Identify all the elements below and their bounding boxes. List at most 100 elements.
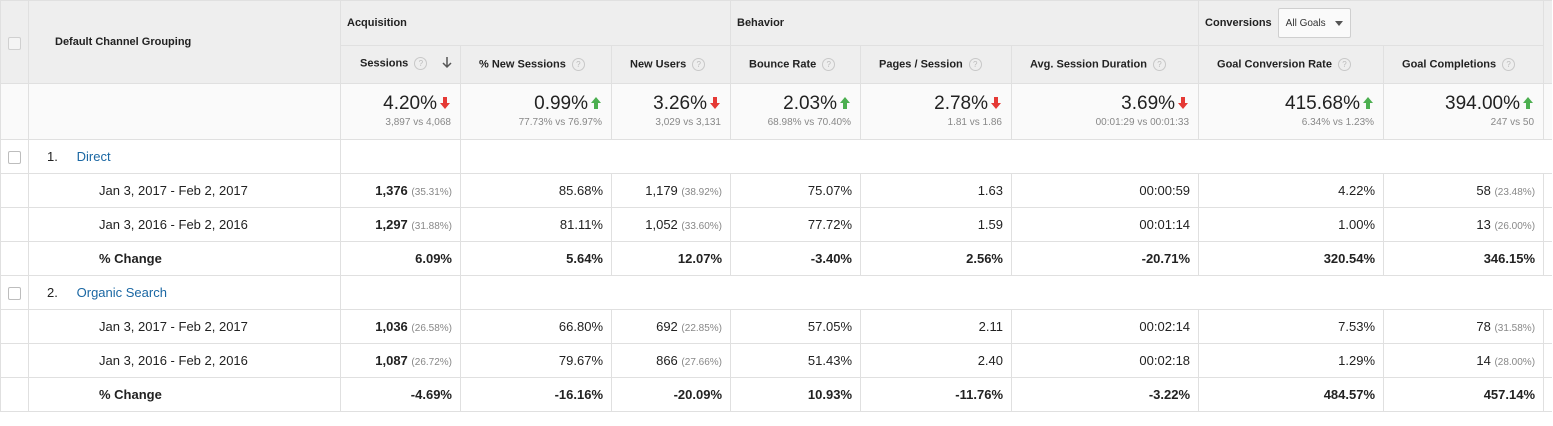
help-icon[interactable]: ? [571, 58, 585, 71]
metric-value: 1,179 [645, 183, 678, 198]
help-icon[interactable]: ? [1502, 58, 1516, 71]
help-icon[interactable]: ? [1152, 58, 1166, 71]
channel-link-organic-search[interactable]: Organic Search [76, 285, 167, 300]
help-icon[interactable]: ? [692, 58, 706, 71]
arrow-up-icon [1522, 94, 1534, 109]
col-header-bounce-rate[interactable]: Bounce Rate? [730, 45, 861, 84]
metric-share: (26.00%) [1494, 221, 1536, 232]
col-header-goal-completions[interactable]: Goal Completions? [1383, 45, 1545, 84]
change-value: 5.64% [460, 241, 612, 276]
row-gutter [1543, 173, 1552, 208]
select-all-checkbox[interactable] [8, 36, 21, 50]
metric-value: 4.22% [1338, 183, 1376, 198]
channel-link-direct[interactable]: Direct [76, 149, 111, 164]
group-header-row: 2. Organic Search [0, 275, 1552, 310]
col-header-sessions[interactable]: Sessions? [340, 45, 461, 84]
totals-cell: 3.26% 3,029 vs 3,131 [611, 83, 731, 140]
metric-cell-new-users: 1,179 (38.92%) [611, 173, 731, 208]
row-checkbox[interactable] [8, 151, 21, 165]
table-row: Jan 3, 2016 - Feb 2, 2016 1,087 (26.72%) 7… [0, 343, 1552, 378]
conversions-label: Conversions [1205, 17, 1272, 29]
totals-cell: 3.69% 00:01:29 vs 00:01:33 [1010, 83, 1200, 140]
help-icon[interactable]: ? [1337, 58, 1351, 71]
col-header-avg-duration[interactable]: Avg. Session Duration? [1010, 45, 1200, 84]
metric-cell-new-sessions: 79.67% [460, 343, 612, 378]
row-index: 2. [47, 285, 58, 300]
totals-change: 3.69% [1013, 85, 1190, 116]
change-value: -11.76% [860, 377, 1012, 412]
row-checkbox-cell [0, 377, 29, 412]
behavior-group-header: Behavior [729, 0, 1200, 46]
change-value: 12.07% [611, 241, 731, 276]
dimension-header[interactable]: Default Channel Grouping [28, 0, 341, 84]
metric-value: 1,376 [375, 183, 408, 198]
metric-value: 51.43% [807, 353, 852, 368]
metric-share: (31.58%) [1494, 323, 1536, 334]
col-header-new-sessions[interactable]: % New Sessions? [460, 45, 612, 84]
totals-row: 4.20% 3,897 vs 4,068 0.99% 77.73% vs 76.97%… [0, 83, 1552, 140]
group-label-cell: 1. Direct [28, 139, 341, 174]
metric-cell-bounce: 77.72% [730, 207, 861, 242]
col-header-label: Avg. Session Duration [1030, 58, 1147, 71]
totals-cell: 415.68% 6.34% vs 1.23% [1198, 83, 1385, 140]
row-checkbox[interactable] [8, 287, 21, 301]
totals-compare: 3,897 vs 4,068 [385, 117, 451, 128]
metric-share: (27.66%) [681, 357, 722, 368]
group-spacer-cell [340, 139, 461, 174]
metric-value: 14 [1476, 353, 1491, 368]
metric-cell-new-users: 1,052 (33.60%) [611, 207, 731, 242]
arrow-up-icon [1362, 94, 1374, 109]
totals-change-value: 394.00% [1445, 93, 1521, 114]
metric-cell-new-users: 866 (27.66%) [611, 343, 731, 378]
change-label: % Change [28, 377, 341, 412]
totals-change: 3.26% [613, 85, 722, 116]
metric-cell-new-users: 692 (22.85%) [611, 309, 731, 344]
metric-share: (31.88%) [411, 221, 452, 232]
col-header-pages-session[interactable]: Pages / Session? [860, 45, 1012, 84]
totals-compare: 247 vs 50 [1490, 117, 1535, 128]
totals-change: 0.99% [462, 85, 603, 116]
row-checkbox-cell [0, 275, 29, 310]
totals-change: 415.68% [1200, 85, 1375, 116]
col-header-goal-conv-rate[interactable]: Goal Conversion Rate? [1198, 45, 1385, 84]
change-value: -20.71% [1010, 241, 1200, 276]
help-icon[interactable]: ? [414, 57, 428, 70]
metric-cell-duration: 00:01:14 [1010, 207, 1200, 242]
select-all-cell [0, 0, 29, 84]
metric-value: 1.63 [977, 183, 1003, 198]
totals-change: 394.00% [1385, 85, 1535, 116]
change-value: -3.22% [1010, 377, 1200, 412]
col-header-label: New Users [630, 58, 687, 71]
arrow-down-icon [990, 94, 1002, 109]
change-label: % Change [28, 241, 341, 276]
row-gutter [1543, 377, 1552, 412]
metric-value: 81.11% [559, 217, 603, 232]
table-row: Jan 3, 2017 - Feb 2, 2017 1,376 (35.31%) 8… [0, 173, 1552, 208]
row-checkbox-cell [0, 207, 29, 242]
metric-cell-completions: 13 (26.00%) [1383, 207, 1545, 242]
col-header-new-users[interactable]: New Users? [611, 45, 731, 84]
change-value: -16.16% [460, 377, 612, 412]
date-range-label: Jan 3, 2017 - Feb 2, 2017 [28, 309, 341, 344]
metric-cell-new-sessions: 85.68% [460, 173, 612, 208]
metric-cell-conv-rate: 1.00% [1198, 207, 1385, 242]
help-icon[interactable]: ? [822, 58, 836, 71]
help-icon[interactable]: ? [968, 58, 982, 71]
metric-value: 78 [1476, 319, 1491, 334]
metric-value: 2.40 [977, 353, 1003, 368]
sort-down-icon[interactable] [442, 57, 452, 72]
totals-cell: 2.78% 1.81 vs 1.86 [860, 83, 1012, 140]
goals-dropdown-value: All Goals [1285, 17, 1326, 29]
metric-value: 1.59 [977, 217, 1003, 232]
metric-value: 57.05% [807, 319, 852, 334]
row-checkbox-cell [0, 343, 29, 378]
change-value: 346.15% [1383, 241, 1545, 276]
group-empty-cell [459, 275, 1552, 310]
goals-dropdown[interactable]: All Goals [1277, 8, 1351, 38]
totals-compare: 1.81 vs 1.86 [947, 117, 1002, 128]
row-gutter [1543, 309, 1552, 344]
metric-cell-bounce: 51.43% [730, 343, 861, 378]
metric-value: 00:02:18 [1139, 353, 1191, 368]
metric-cell-conv-rate: 1.29% [1198, 343, 1385, 378]
